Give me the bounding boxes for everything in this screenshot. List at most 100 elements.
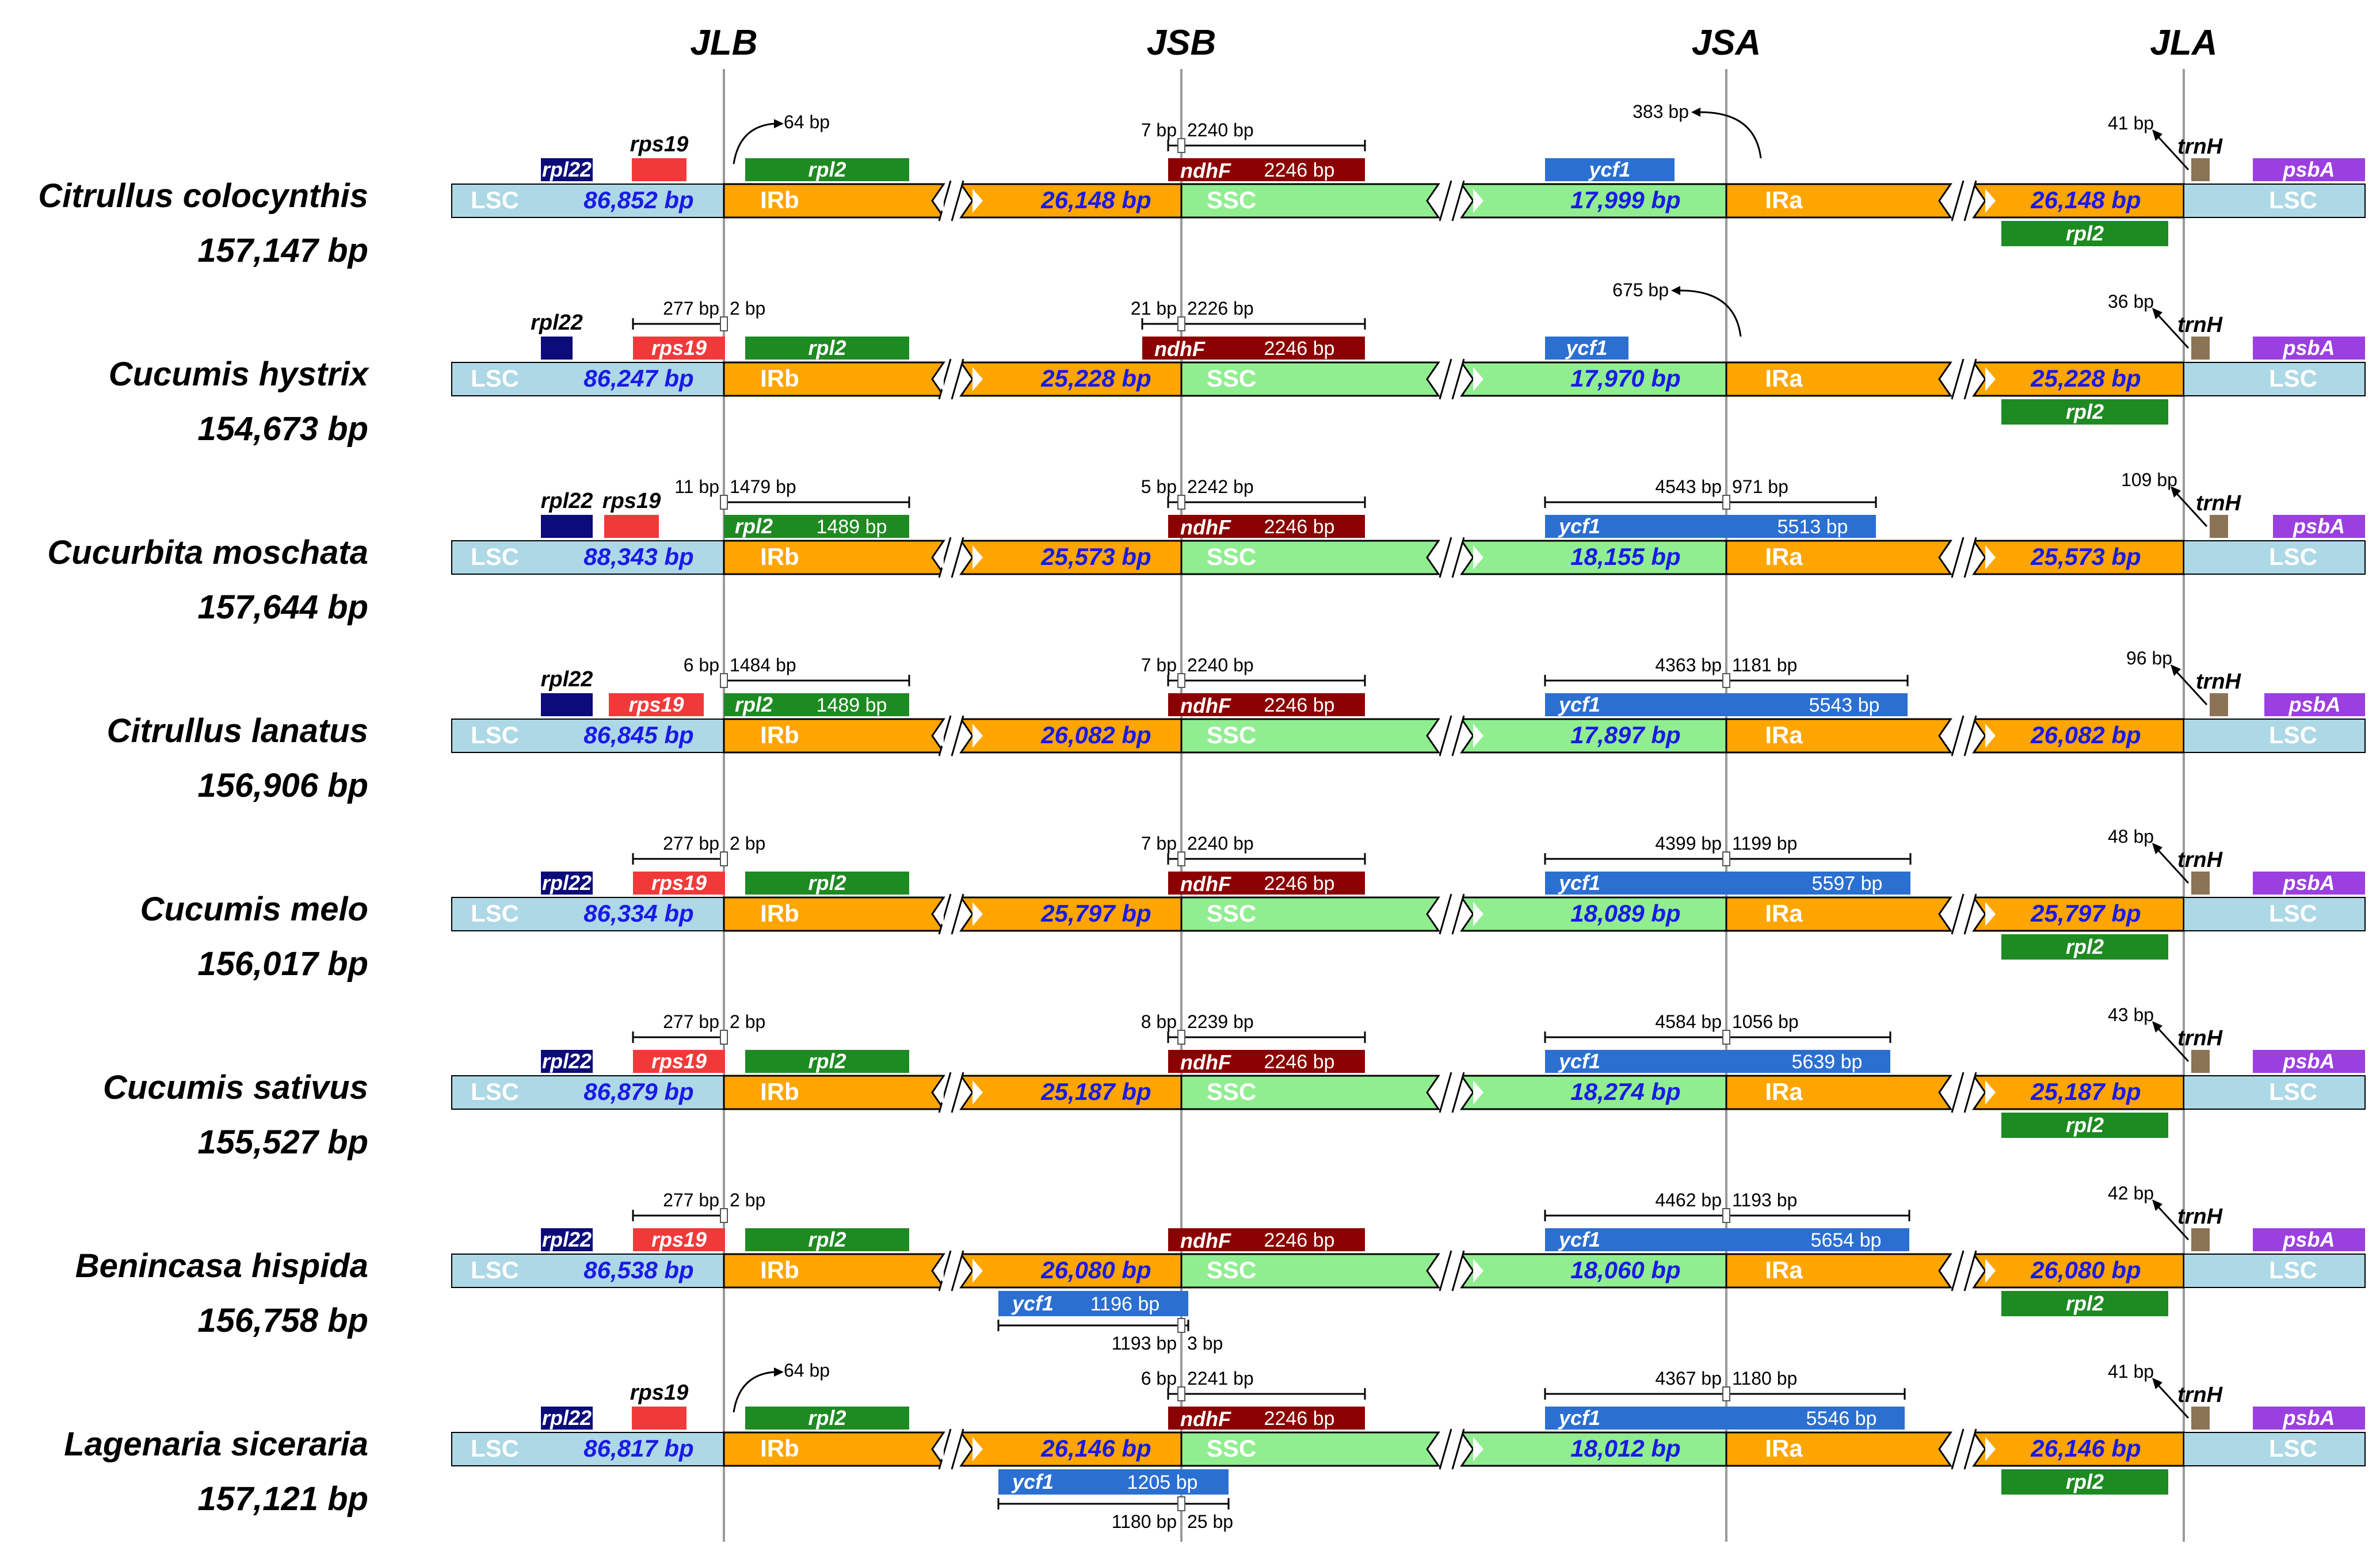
break-mark <box>938 537 964 578</box>
ndhF-length: 2246 bp <box>1264 1051 1335 1073</box>
jlb-arrow <box>733 1371 775 1413</box>
measure-bar: 277 bp 2 bp <box>632 833 765 866</box>
measure-bar: 6 bp 1484 bp <box>684 655 910 688</box>
psbA-label: psbA <box>2289 693 2341 716</box>
break-slash <box>1963 1072 1977 1113</box>
ssc-segment <box>1180 1431 1440 1467</box>
ycf1-gene-jsb <box>998 1469 1229 1495</box>
rps19-label: rps19 <box>651 336 707 360</box>
lsc-segment <box>451 1432 724 1466</box>
psbA-gene <box>2253 337 2365 360</box>
rpl2-gene <box>745 158 909 181</box>
ssc-segment-end <box>1460 1431 1727 1467</box>
species-name: Cucumis melo <box>140 891 368 928</box>
ndhF-gene <box>1168 872 1365 895</box>
direction-arrow <box>933 545 944 570</box>
break-slash <box>1439 1072 1452 1113</box>
break-slash <box>1963 180 1977 221</box>
ssc-segment <box>1180 361 1440 397</box>
psbA-label: psbA <box>2283 871 2335 895</box>
direction-arrow <box>1985 1437 1996 1461</box>
lsc-length: 86,817 bp <box>583 1435 693 1462</box>
ssc-segment <box>1180 1253 1440 1289</box>
trnH-pointer-head <box>2171 664 2181 676</box>
break-slash <box>1439 1250 1452 1291</box>
junction-marker <box>1177 1318 1185 1333</box>
rps19-gene <box>609 693 704 716</box>
jla-distance-label: 48 bp <box>2108 826 2154 847</box>
rpl22-gene <box>541 158 593 181</box>
ycf1-gene <box>1545 515 1876 538</box>
genome-size: 157,644 bp <box>197 589 368 626</box>
rps19-label: rps19 <box>628 693 684 716</box>
ycf1-gene <box>1545 1407 1905 1430</box>
ycf1-gene <box>1545 1050 1890 1073</box>
rpl2-label: rpl2 <box>808 336 846 360</box>
junction-marker <box>1177 1496 1185 1511</box>
rpl22-label: rpl22 <box>541 667 593 691</box>
genome-size: 156,906 bp <box>197 767 368 804</box>
junction-marker <box>1177 1030 1185 1045</box>
psbA-label: psbA <box>2283 336 2335 360</box>
ycf1-gene <box>1545 693 1908 716</box>
lsc-label: LSC <box>471 365 519 392</box>
irb-segment-end <box>959 1075 1183 1110</box>
ssc-segment <box>1180 896 1440 932</box>
trnH-gene <box>2210 693 2228 716</box>
trnH-pointer <box>2156 312 2190 349</box>
ndhF-label: ndhF <box>1180 1050 1231 1074</box>
junction-label-jsb: JSB <box>1147 23 1216 63</box>
break-slash <box>1963 1250 1977 1291</box>
jla-distance-label: 41 bp <box>2108 1361 2154 1382</box>
break-mark <box>1951 893 1977 935</box>
measure-left-label: 7 bp <box>1141 833 1177 854</box>
irb-segment-end <box>959 361 1183 397</box>
rpl2-length: 1489 bp <box>817 694 887 716</box>
break-slash <box>938 358 952 400</box>
ira-segment <box>1725 361 1952 397</box>
lsc-length: 86,334 bp <box>583 900 693 927</box>
break-gap <box>939 716 963 756</box>
break-mark <box>938 893 964 935</box>
lsc-label: LSC <box>471 1435 519 1462</box>
break-slash <box>951 358 964 400</box>
jsa-arrow <box>1700 111 1762 159</box>
genome-size: 156,017 bp <box>197 945 368 983</box>
measure-left-label: 4367 bp <box>1655 1368 1722 1389</box>
ira-segment <box>1725 896 1952 932</box>
jla-distance-label: 96 bp <box>2126 648 2172 668</box>
jsa-arrowhead <box>1671 286 1680 295</box>
rpl2-label: rpl2 <box>808 158 846 181</box>
direction-arrow <box>1473 724 1483 748</box>
direction-arrow <box>933 1259 944 1283</box>
jla-distance-label: 42 bp <box>2108 1183 2154 1203</box>
psbA-gene <box>2253 1407 2365 1430</box>
trnH-gene <box>2191 337 2210 360</box>
irb-segment-end <box>959 540 1183 575</box>
break-slash <box>1439 893 1452 935</box>
jsa-arrow-label: 383 bp <box>1633 101 1689 122</box>
ycf1-gene-jsb <box>998 1291 1188 1316</box>
ndhF-length: 2246 bp <box>1264 1229 1335 1251</box>
break-mark <box>1951 715 1977 756</box>
break-gap <box>1952 894 1976 934</box>
direction-arrow <box>1473 1080 1483 1105</box>
rpl2-label: rpl2 <box>808 1406 846 1430</box>
ycf1-gene <box>1545 1228 1909 1251</box>
break-mark <box>1439 1428 1465 1470</box>
direction-arrow <box>933 1080 944 1105</box>
species-name: Cucumis sativus <box>103 1069 368 1106</box>
rpl22-label: rpl22 <box>531 311 583 335</box>
junction-marker <box>1722 1208 1730 1223</box>
trnH-gene <box>2191 1228 2210 1251</box>
direction-arrow <box>1428 367 1439 391</box>
break-mark <box>1951 537 1977 578</box>
trnH-pointer-head <box>2152 1378 2162 1389</box>
ndhF-label: ndhF <box>1180 1407 1231 1431</box>
junction-marker <box>1177 316 1185 331</box>
measure-right-label: 1193 bp <box>1732 1190 1797 1210</box>
ycf1-jsb-label: ycf1 <box>1011 1470 1054 1493</box>
break-slash <box>1951 1072 1965 1113</box>
direction-arrow <box>972 189 983 213</box>
rps19-label: rps19 <box>651 871 707 895</box>
